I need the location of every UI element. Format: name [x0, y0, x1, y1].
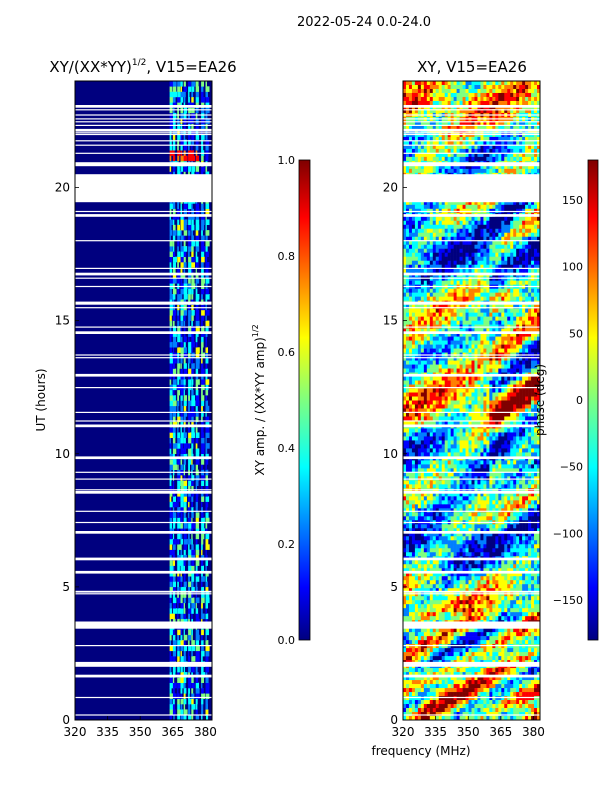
- x-tick-label: 365: [161, 725, 184, 739]
- x-tick-label: 335: [96, 725, 119, 739]
- colorbar-phase-ticks: −150 −100 −50 0 50 100 150: [553, 194, 583, 607]
- panel-a-heatmap: [75, 81, 212, 720]
- panel-a-axes: 320 335 350 365 380 0 5 10 15 20: [55, 181, 217, 740]
- colorbar-amp-label-sup: 1/2: [251, 324, 260, 337]
- colorbar-phase: [587, 159, 599, 641]
- x-tick-label: 320: [64, 725, 87, 739]
- y-tick-label: 5: [390, 580, 398, 594]
- x-tick-label: 380: [194, 725, 217, 739]
- colorbar-tick-label: 50: [569, 327, 583, 340]
- colorbar-amp-ticks: 0.0 0.2 0.4 0.6 0.8 1.0: [278, 154, 296, 647]
- y-tick-label: 5: [62, 580, 70, 594]
- panel-a-title-tail: , V15=EA26: [146, 58, 236, 76]
- figure-suptitle: 2022-05-24 0.0-24.0: [297, 15, 431, 30]
- y-tick-label: 15: [55, 314, 70, 328]
- panel-b-xlabel: frequency (MHz): [371, 744, 470, 758]
- colorbar-phase-label: phase (deg): [533, 364, 547, 436]
- panel-a-title-main: XY/(XX*YY): [49, 58, 132, 76]
- y-tick-label: 15: [383, 314, 398, 328]
- panel-b-title: XY, V15=EA26: [417, 58, 527, 76]
- colorbar-amp: [298, 159, 311, 641]
- y-tick-label: 0: [62, 713, 70, 727]
- panel-a-frame: [74, 80, 213, 721]
- colorbar-tick-label: −100: [553, 527, 583, 540]
- panel-b-heatmap: [403, 81, 540, 720]
- colorbar-tick-label: −50: [560, 461, 583, 474]
- colorbar-tick-label: 100: [562, 261, 583, 274]
- panel-a-ylabel: UT (hours): [34, 368, 48, 431]
- x-tick-label: 335: [424, 725, 447, 739]
- colorbar-tick-label: 0.0: [278, 634, 296, 647]
- y-tick-label: 20: [55, 181, 70, 195]
- x-tick-label: 350: [457, 725, 480, 739]
- colorbar-tick-label: 150: [562, 194, 583, 207]
- x-tick-label: 350: [129, 725, 152, 739]
- colorbar-tick-label: 0.2: [278, 538, 296, 551]
- colorbar-tick-label: 0: [576, 394, 583, 407]
- x-tick-label: 365: [489, 725, 512, 739]
- y-tick-label: 10: [383, 447, 398, 461]
- colorbar-tick-label: 0.4: [278, 442, 296, 455]
- panel-a-title-sup: 1/2: [132, 58, 146, 68]
- colorbar-tick-label: −150: [553, 594, 583, 607]
- colorbar-amp-label-main: XY amp. / (XX*YY amp): [253, 337, 267, 475]
- colorbar-amp-label: XY amp. / (XX*YY amp)1/2: [251, 324, 267, 475]
- colorbar-tick-label: 0.6: [278, 346, 296, 359]
- panel-a-title: XY/(XX*YY)1/2, V15=EA26: [49, 58, 236, 76]
- y-tick-label: 0: [390, 713, 398, 727]
- panel-b-frame: [402, 80, 541, 721]
- x-tick-label: 320: [392, 725, 415, 739]
- colorbar-tick-label: 0.8: [278, 250, 296, 263]
- y-tick-label: 20: [383, 181, 398, 195]
- panel-b-axes: 320 335 350 365 380 0 5 10 15 20: [383, 181, 545, 740]
- colorbar-tick-label: 1.0: [278, 154, 296, 167]
- y-tick-label: 10: [55, 447, 70, 461]
- x-tick-label: 380: [522, 725, 545, 739]
